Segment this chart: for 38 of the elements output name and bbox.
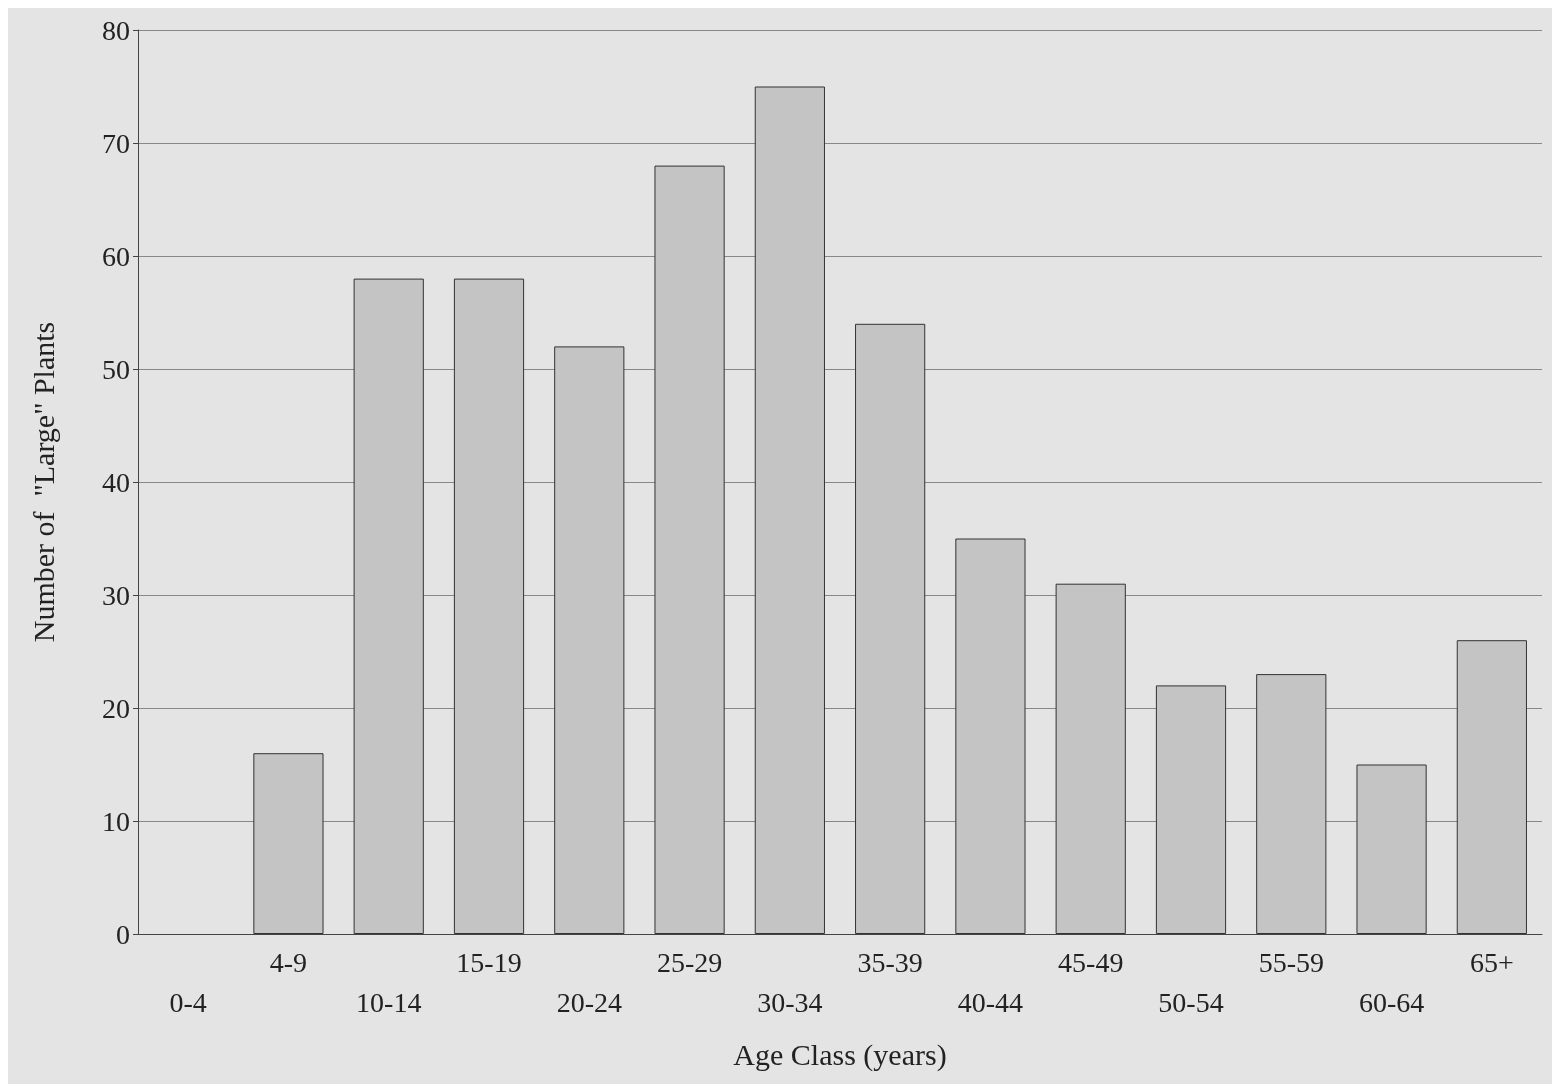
- bar: [353, 278, 424, 934]
- x-tick-label: 25-29: [656, 946, 723, 978]
- x-tick-label: 60-64: [1358, 986, 1425, 1018]
- y-tick-label: 40: [102, 466, 130, 498]
- x-tick-label: 0-4: [169, 986, 207, 1018]
- x-tick-label: 45-49: [1058, 946, 1124, 978]
- x-tick-label: 15-19: [456, 946, 522, 978]
- x-tick-label: 65+: [1469, 946, 1514, 978]
- bar: [1456, 640, 1527, 934]
- x-tick-label: 50-54: [1158, 986, 1224, 1018]
- x-axis-title: Age Class (years): [733, 1037, 947, 1072]
- bar: [1256, 674, 1327, 934]
- y-tick-label: 60: [102, 240, 130, 272]
- bar: [1356, 764, 1427, 934]
- x-tick-label: 10-14: [356, 986, 422, 1018]
- bar: [754, 86, 825, 934]
- x-tick-label: 20-24: [556, 986, 622, 1018]
- y-tick-label: 30: [102, 579, 130, 611]
- bar: [855, 323, 926, 934]
- x-tick-label: 30-34: [757, 986, 823, 1018]
- bar: [253, 753, 324, 934]
- y-tick-label: 70: [102, 127, 130, 159]
- y-tick-label: 10: [102, 805, 130, 837]
- bar: [654, 165, 725, 934]
- x-tick-label: 40-44: [957, 986, 1024, 1018]
- y-axis-title: Number of "Large" Plants: [26, 321, 60, 643]
- y-tick-label: 20: [102, 692, 130, 724]
- x-tick-label: 55-59: [1258, 946, 1324, 978]
- y-tick-label: 50: [102, 353, 130, 385]
- x-tick-label: 4-9: [269, 946, 308, 978]
- bar: [453, 278, 525, 934]
- bar: [955, 538, 1026, 934]
- bar: [554, 346, 625, 934]
- bar: [1155, 685, 1227, 934]
- x-tick-label: 35-39: [857, 946, 923, 978]
- y-tick-label: 0: [116, 918, 130, 950]
- bar: [1055, 583, 1126, 934]
- y-tick-label: 80: [102, 14, 130, 46]
